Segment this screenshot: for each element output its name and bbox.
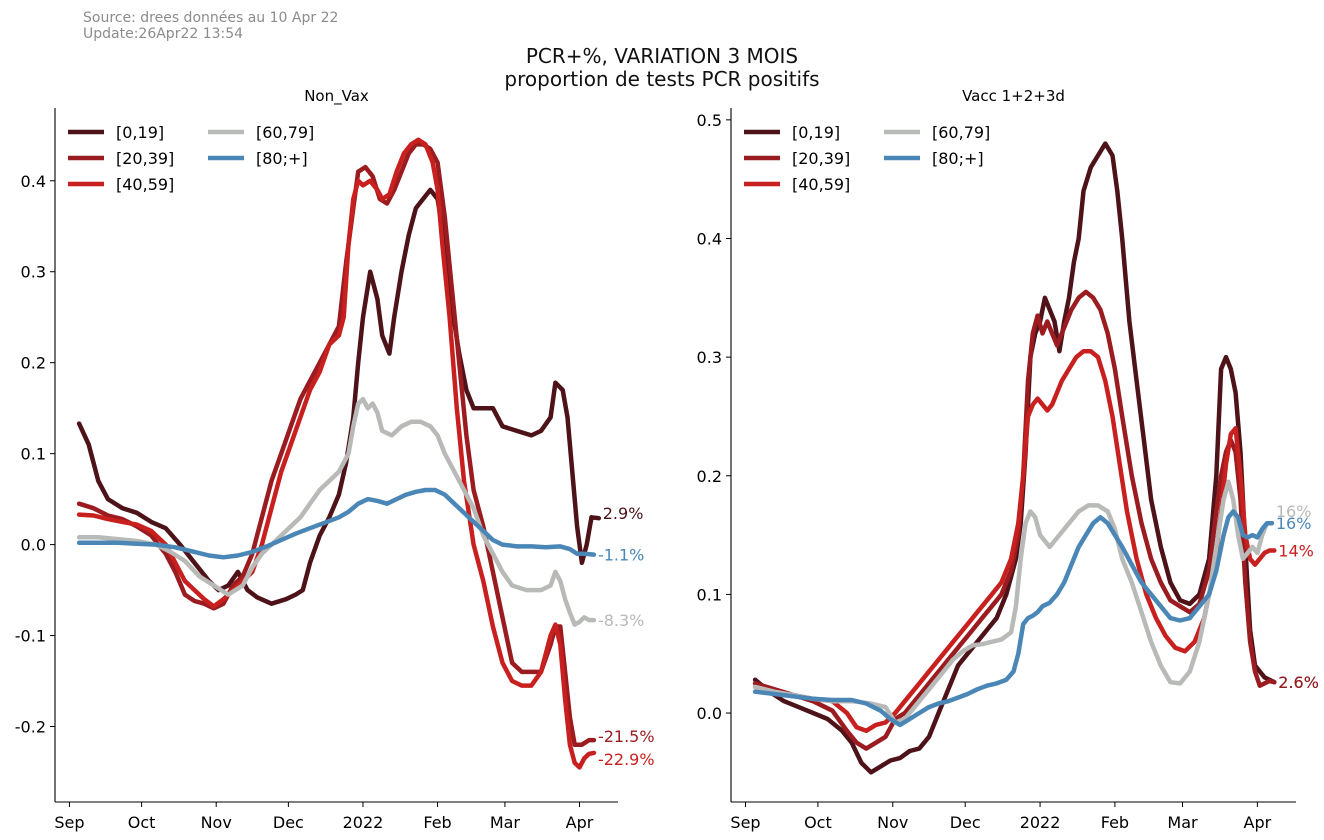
panel2-y-tick-label: 0.3: [697, 348, 722, 367]
panel1-y-tick-label: 0.1: [21, 445, 46, 464]
panel1-x-tick-label: Mar: [490, 813, 521, 832]
panel1-series-line-1: [76, 187, 602, 606]
panel1-end-label-4: -8.3%: [598, 611, 644, 630]
panel1-legend-label-5: [80;+]: [256, 149, 308, 168]
panel1-series-line-3: [76, 137, 597, 770]
panel2-y-tick-label: 0.4: [697, 229, 722, 248]
panel2-end-label-3: 14%: [1278, 541, 1314, 560]
panel2-legend-label-4: [60,79]: [932, 123, 990, 142]
panel1-x-tick-label: Oct: [128, 813, 156, 832]
panel2-end-label-4: 16%: [1276, 502, 1312, 521]
panel1-x-tick-label: Feb: [423, 813, 451, 832]
panel2-x-tick-label: Feb: [1101, 813, 1129, 832]
panel1-legend-label-3: [40,59]: [116, 175, 174, 194]
panel1-x-tick-label: Nov: [201, 813, 232, 832]
panel2-series-line-5: [752, 509, 1275, 728]
panel1-legend-label-2: [20,39]: [116, 149, 174, 168]
panel2-y-tick-label: 0.0: [697, 704, 722, 723]
source-line: Source: drees données au 10 Apr 22: [83, 10, 339, 26]
panel1-y-tick-label: 0.4: [21, 172, 46, 191]
panel2-end-label-2: 2.6%: [1278, 673, 1319, 692]
panel2-end-label-5: 16%: [1276, 514, 1312, 533]
panel2-title: Vacc 1+2+3d: [962, 87, 1065, 105]
panel1-series-line-5: [76, 487, 597, 560]
figure-title-line1: PCR+%, VARIATION 3 MOIS: [525, 44, 799, 68]
panel1-y-tick-label: 0.3: [21, 263, 46, 282]
panel2-x-tick-label: Mar: [1167, 813, 1198, 832]
panel1-end-label-1: 2.9%: [603, 504, 644, 523]
panel2-x-tick-label: Oct: [804, 813, 832, 832]
panel2-x-tick-label: 2022: [1020, 813, 1061, 832]
panel1-x-tick-label: 2022: [343, 813, 384, 832]
panel2-legend-label-2: [20,39]: [792, 149, 850, 168]
panel2-legend-label-3: [40,59]: [792, 175, 850, 194]
panel1-end-label-3: -22.9%: [598, 750, 655, 769]
figure-title: PCR+%, VARIATION 3 MOIS proportion de te…: [0, 45, 1324, 91]
panel1-y-tick-label: -0.2: [15, 718, 46, 737]
update-line: Update:26Apr22 13:54: [83, 26, 244, 42]
panel1-series-line-4: [76, 396, 597, 627]
panel1-title: Non_Vax: [304, 87, 369, 106]
panel1-end-label-2: -21.5%: [598, 727, 655, 746]
panel1-x-tick-label: Apr: [566, 813, 594, 832]
panel2-y-tick-label: 0.5: [697, 111, 722, 130]
panel2-series-line-4: [752, 479, 1275, 725]
panel1-legend-label-1: [0,19]: [116, 123, 164, 142]
source-note: Source: drees données au 10 Apr 22 Updat…: [83, 10, 338, 42]
panel1-y-tick-label: 0.2: [21, 354, 46, 373]
panel1-y-tick-label: 0.0: [21, 536, 46, 555]
panel2-legend-label-1: [0,19]: [792, 123, 840, 142]
panel1-series-line-2: [76, 142, 597, 747]
panel2-x-tick-label: Sep: [730, 813, 760, 832]
figure-title-line2: proportion de tests PCR positifs: [504, 67, 820, 91]
panel2-series-line-3: [752, 348, 1277, 734]
panel2-legend-label-5: [80;+]: [932, 149, 984, 168]
panel1-x-tick-label: Sep: [54, 813, 84, 832]
panel2-y-tick-label: 0.1: [697, 585, 722, 604]
panel2-series-line-1: [752, 141, 1277, 775]
panel2-x-tick-label: Nov: [877, 813, 908, 832]
panel2-end-label-1: 2.6%: [1278, 673, 1319, 692]
panel2-series-line-2: [752, 289, 1277, 751]
panel1-legend-label-4: [60,79]: [256, 123, 314, 142]
panel1-end-label-5: -1.1%: [598, 546, 644, 565]
panel1-y-tick-label: -0.1: [15, 627, 46, 646]
panel2-y-tick-label: 0.2: [697, 467, 722, 486]
panel1-x-tick-label: Dec: [273, 813, 304, 832]
panel2-x-tick-label: Dec: [950, 813, 981, 832]
panel2-x-tick-label: Apr: [1244, 813, 1272, 832]
